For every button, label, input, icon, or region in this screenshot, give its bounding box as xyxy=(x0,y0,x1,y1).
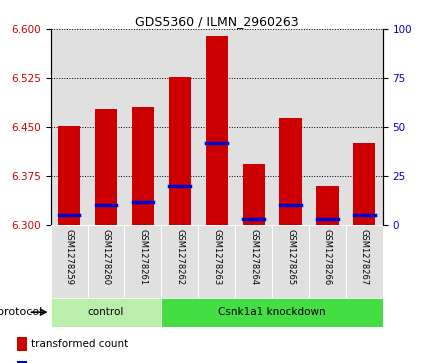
Bar xyxy=(235,225,272,298)
Bar xyxy=(51,298,161,327)
Bar xyxy=(125,225,161,298)
Bar xyxy=(279,118,301,225)
Bar xyxy=(169,77,191,225)
Bar xyxy=(198,29,235,225)
Bar xyxy=(272,29,309,225)
Text: GSM1278267: GSM1278267 xyxy=(360,229,369,285)
Title: GDS5360 / ILMN_2960263: GDS5360 / ILMN_2960263 xyxy=(135,15,298,28)
Text: transformed count: transformed count xyxy=(31,339,128,349)
Bar xyxy=(88,225,125,298)
Text: GSM1278265: GSM1278265 xyxy=(286,229,295,285)
Bar xyxy=(51,225,88,298)
Bar xyxy=(353,143,375,225)
Text: GSM1278261: GSM1278261 xyxy=(138,229,147,285)
Bar xyxy=(272,225,309,298)
Text: control: control xyxy=(88,307,124,317)
Bar xyxy=(88,29,125,225)
Bar xyxy=(17,337,26,351)
Bar xyxy=(198,225,235,298)
Bar xyxy=(51,29,88,225)
Bar xyxy=(161,225,198,298)
Text: protocol: protocol xyxy=(0,307,42,317)
Bar xyxy=(161,298,383,327)
Bar xyxy=(309,29,346,225)
Bar xyxy=(125,29,161,225)
Text: GSM1278263: GSM1278263 xyxy=(212,229,221,285)
Text: GSM1278260: GSM1278260 xyxy=(102,229,110,285)
Text: GSM1278264: GSM1278264 xyxy=(249,229,258,285)
Bar xyxy=(346,29,383,225)
Bar xyxy=(242,164,265,225)
Bar xyxy=(309,225,346,298)
Text: GSM1278259: GSM1278259 xyxy=(65,229,73,285)
Bar xyxy=(95,109,117,225)
Text: GSM1278262: GSM1278262 xyxy=(175,229,184,285)
Bar xyxy=(205,36,228,225)
Text: Csnk1a1 knockdown: Csnk1a1 knockdown xyxy=(218,307,326,317)
Bar xyxy=(58,126,80,225)
Bar xyxy=(17,361,26,363)
Bar xyxy=(161,29,198,225)
Bar xyxy=(132,107,154,225)
Bar xyxy=(316,186,338,225)
Bar xyxy=(235,29,272,225)
Bar xyxy=(346,225,383,298)
Text: GSM1278266: GSM1278266 xyxy=(323,229,332,285)
